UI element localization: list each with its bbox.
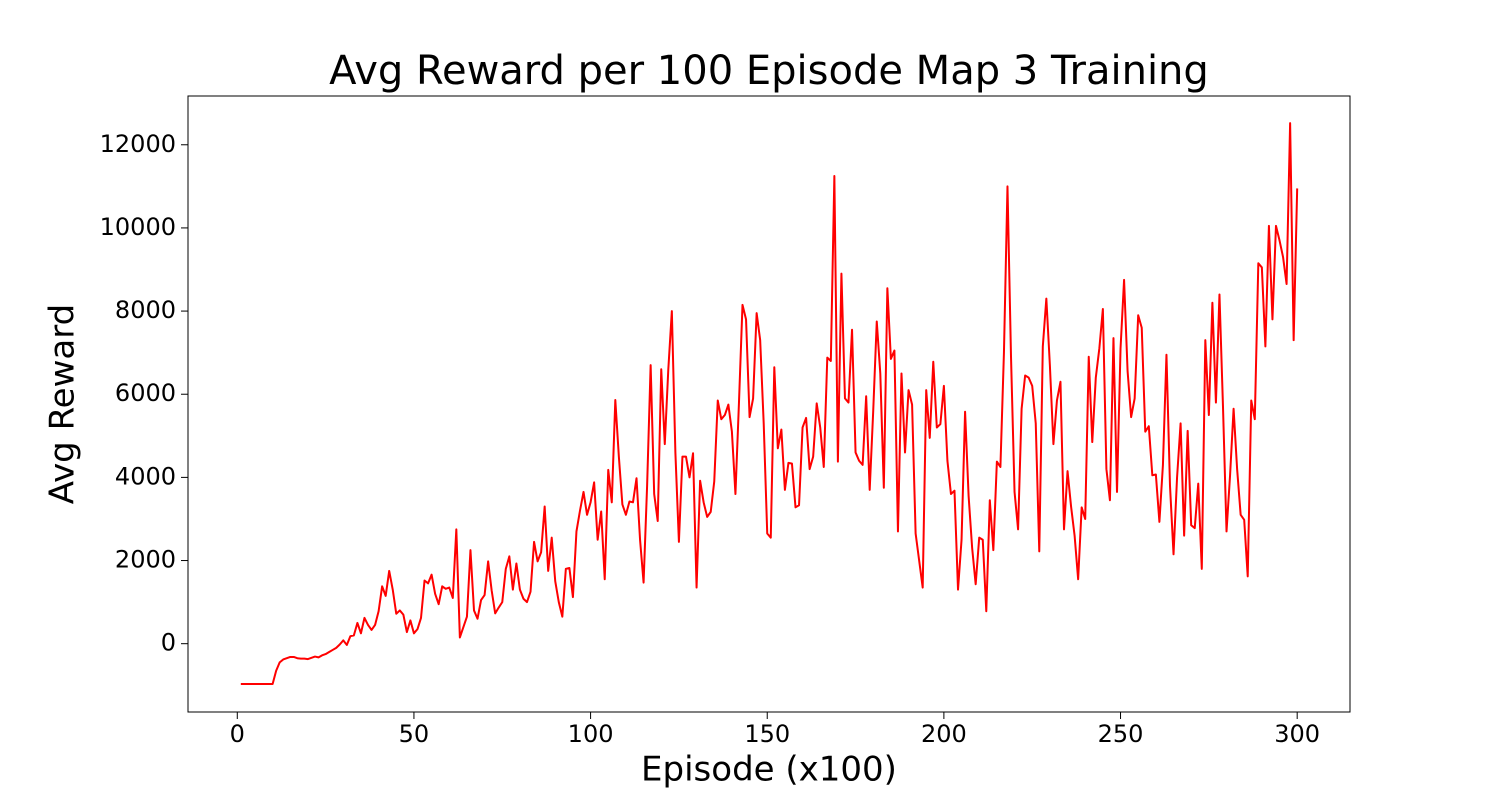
x-tick-label: 50 [399,720,430,748]
y-tick-label: 8000 [115,296,176,324]
plot-frame [187,95,1351,713]
x-tick-label: 250 [1098,720,1144,748]
y-tick-label: 4000 [115,462,176,490]
data-line [240,122,1299,686]
chart-title: Avg Reward per 100 Episode Map 3 Trainin… [329,48,1209,94]
y-tick-label: 12000 [100,130,176,158]
x-tick-label: 200 [921,720,967,748]
x-tick-label: 0 [230,720,245,748]
y-tick-label: 6000 [115,379,176,407]
x-axis-label: Episode (x100) [641,750,897,790]
y-tick-label: 2000 [115,546,176,574]
x-tick-label: 300 [1274,720,1320,748]
x-tick-label: 150 [744,720,790,748]
y-axis-label: Avg Reward [43,304,83,504]
y-tick-label: 10000 [100,213,176,241]
y-tick-label: 0 [161,629,176,657]
x-tick-label: 100 [568,720,614,748]
